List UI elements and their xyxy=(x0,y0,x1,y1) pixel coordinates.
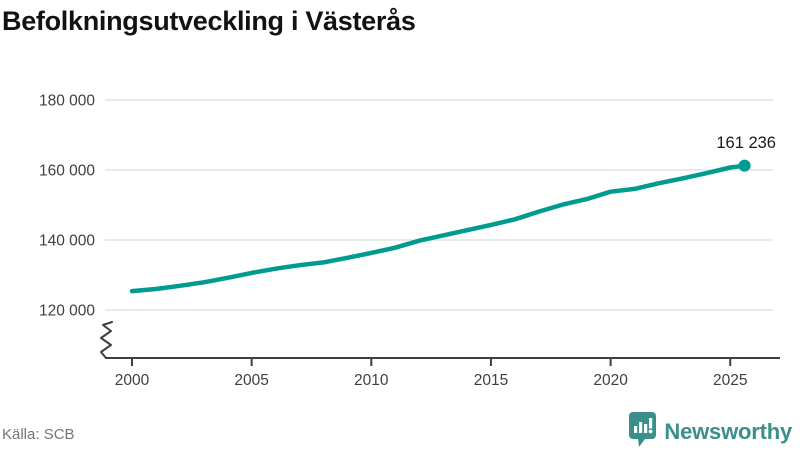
x-tick-label: 2000 xyxy=(115,372,150,389)
x-tick-label: 2010 xyxy=(354,372,389,389)
y-tick-label: 180 000 xyxy=(39,93,95,110)
newsworthy-bubble-bar-chart-icon xyxy=(628,411,657,453)
y-axis-break-icon xyxy=(100,321,113,359)
end-point-marker xyxy=(738,159,751,172)
brand-wordmark: Newsworthy xyxy=(664,419,792,444)
line-chart: 120 000 140 000 160 000 180 000 2000 2005 2010… xyxy=(0,60,800,400)
x-tick-label: 2025 xyxy=(713,372,747,389)
y-tick-label: 120 000 xyxy=(39,303,95,320)
population-line-series xyxy=(129,163,747,294)
chart-title: Befolkningsutveckling i Västerås xyxy=(2,6,416,36)
y-tick-label: 160 000 xyxy=(39,163,95,180)
population-line-chart-canvas: 120 000 140 000 160 000 180 000 2000 2005 2010… xyxy=(39,93,780,389)
x-tick-label: 2005 xyxy=(234,372,268,389)
x-tick-label: 2020 xyxy=(593,372,628,389)
end-value-label: 161 236 xyxy=(716,134,776,152)
brand-logo: Newsworthy xyxy=(628,411,792,453)
y-tick-label: 140 000 xyxy=(39,233,95,250)
x-tick-label: 2015 xyxy=(474,372,508,389)
source-note: Källa: SCB xyxy=(2,426,75,443)
